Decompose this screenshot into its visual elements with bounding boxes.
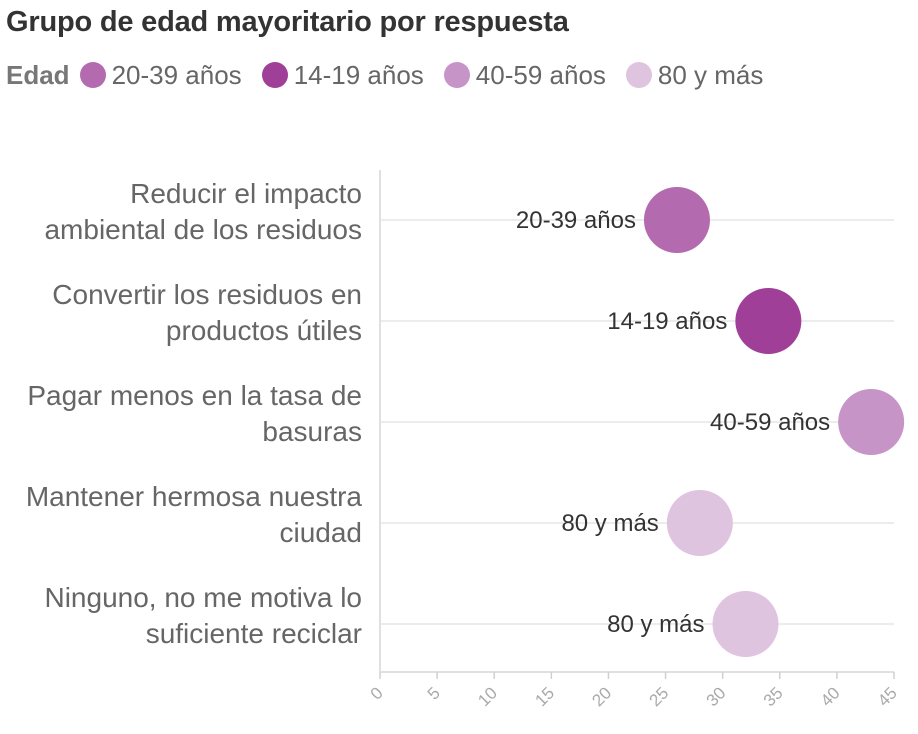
category-label-2-line-0: Pagar menos en la tasa de: [27, 380, 362, 411]
legend-label-80-mas: 80 y más: [657, 59, 764, 90]
dot-label-0: 20-39 años: [516, 207, 636, 234]
legend-swatch-14-19: [261, 62, 288, 88]
category-label-4-line-0: Ninguno, no me motiva lo: [44, 582, 362, 613]
dot-label-4: 80 y más: [607, 611, 704, 638]
legend: Edad 20-39 años 14-19 años 40-59 años 80…: [6, 58, 783, 92]
legend-label-40-59: 40-59 años: [475, 59, 606, 90]
category-label-4-line-1: suficiente reciclar: [146, 618, 362, 649]
category-label-2-line-1: basuras: [262, 416, 362, 447]
dot-4: [712, 591, 779, 657]
x-tick-label-8: 40: [817, 683, 844, 710]
x-tick-label-5: 25: [646, 683, 673, 710]
legend-swatch-20-39: [79, 62, 106, 88]
x-tick-label-0: 0: [367, 683, 387, 703]
category-label-0-line-0: Reducir el impacto: [130, 178, 362, 209]
dot-label-3: 80 y más: [561, 510, 658, 537]
x-tick-label-3: 15: [531, 683, 558, 710]
category-label-1-line-0: Convertir los residuos en: [52, 279, 362, 310]
legend-item-14-19[interactable]: 14-19 años: [261, 59, 424, 91]
x-tick-label-7: 35: [760, 683, 787, 710]
dot-label-2: 40-59 años: [710, 409, 830, 436]
dot-0: [643, 187, 710, 253]
x-tick-label-2: 10: [474, 683, 501, 710]
legend-item-40-59[interactable]: 40-59 años: [443, 59, 606, 91]
chart-title: Grupo de edad mayoritario por respuesta: [6, 6, 569, 38]
legend-label-14-19: 14-19 años: [293, 59, 424, 90]
legend-label-20-39: 20-39 años: [111, 59, 242, 90]
category-label-3-line-1: ciudad: [279, 517, 362, 548]
legend-item-80-mas[interactable]: 80 y más: [625, 59, 764, 91]
category-label-3-line-0: Mantener hermosa nuestra: [26, 481, 363, 512]
x-tick-label-6: 30: [703, 683, 730, 710]
legend-swatch-40-59: [443, 62, 470, 88]
x-tick-label-9: 45: [874, 683, 901, 710]
legend-title: Edad: [6, 59, 70, 90]
category-label-1-line-1: productos útiles: [166, 315, 362, 346]
dot-label-1: 14-19 años: [607, 308, 727, 335]
dot-1: [735, 288, 802, 354]
dot-3: [666, 490, 733, 556]
x-tick-label-4: 20: [588, 683, 615, 710]
category-label-0-line-1: ambiental de los residuos: [44, 214, 362, 245]
legend-swatch-80-mas: [625, 62, 652, 88]
dot-2: [838, 389, 905, 455]
legend-item-20-39[interactable]: 20-39 años: [79, 59, 242, 91]
x-tick-label-1: 5: [424, 683, 444, 703]
